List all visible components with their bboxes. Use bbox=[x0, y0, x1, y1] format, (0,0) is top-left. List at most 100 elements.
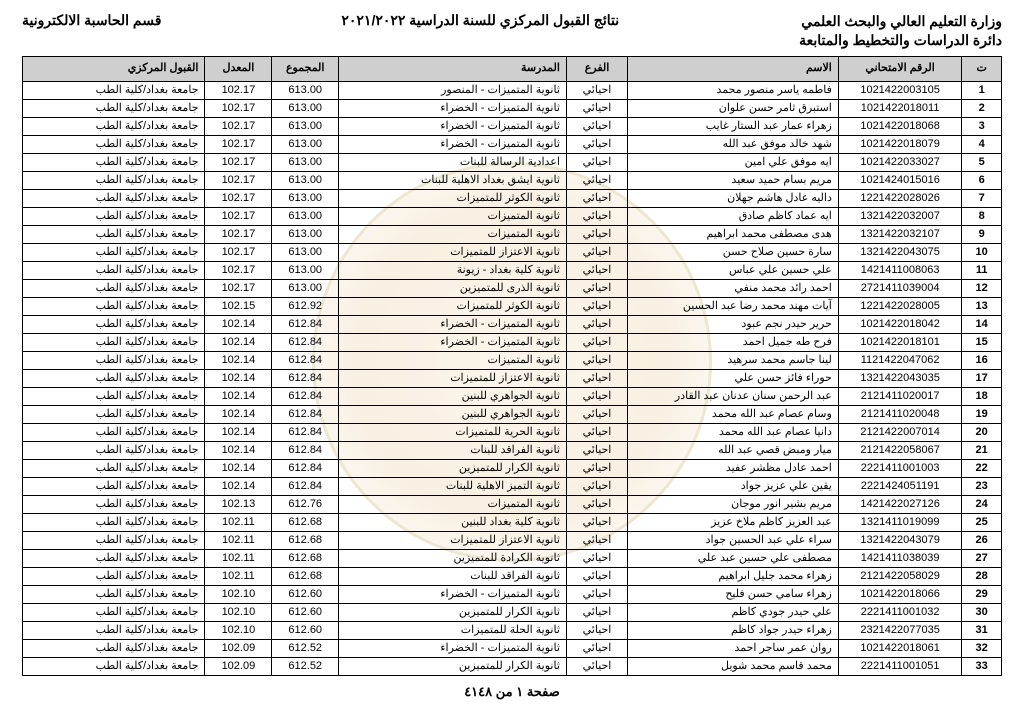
cell-accept: جامعة بغداد/كلية الطب bbox=[23, 153, 205, 171]
cell-index: 14 bbox=[962, 315, 1002, 333]
col-examno: الرقم الامتحاني bbox=[838, 56, 962, 81]
col-avg: المعدل bbox=[205, 56, 272, 81]
cell-index: 12 bbox=[962, 279, 1002, 297]
table-row: 31021422018068زهراء عمار عبد الستار غايب… bbox=[23, 117, 1002, 135]
cell-branch: احيائي bbox=[566, 297, 627, 315]
table-row: 251321411019099عبد العزيز كاظم ملاخ عزيز… bbox=[23, 513, 1002, 531]
table-row: 101321422043075سارة حسين صلاح حسناحيائيث… bbox=[23, 243, 1002, 261]
cell-examno: 1021422018079 bbox=[838, 135, 962, 153]
cell-index: 6 bbox=[962, 171, 1002, 189]
cell-school: ثانوية الحلة للمتميزات bbox=[339, 621, 567, 639]
cell-examno: 1021422018011 bbox=[838, 99, 962, 117]
cell-avg: 102.10 bbox=[205, 621, 272, 639]
cell-avg: 102.09 bbox=[205, 657, 272, 675]
cell-sum: 613.00 bbox=[272, 189, 339, 207]
cell-school: ثانوية المتميزات bbox=[339, 351, 567, 369]
cell-school: ثانوية المتميزات - الخضراء bbox=[339, 585, 567, 603]
cell-branch: احيائي bbox=[566, 495, 627, 513]
cell-avg: 102.17 bbox=[205, 261, 272, 279]
cell-avg: 102.17 bbox=[205, 171, 272, 189]
cell-school: ثانوية الاعتزاز للمتميزات bbox=[339, 243, 567, 261]
cell-accept: جامعة بغداد/كلية الطب bbox=[23, 225, 205, 243]
cell-accept: جامعة بغداد/كلية الطب bbox=[23, 261, 205, 279]
cell-branch: احيائي bbox=[566, 549, 627, 567]
cell-sum: 613.00 bbox=[272, 81, 339, 99]
cell-branch: احيائي bbox=[566, 189, 627, 207]
cell-index: 25 bbox=[962, 513, 1002, 531]
cell-avg: 102.17 bbox=[205, 279, 272, 297]
cell-accept: جامعة بغداد/كلية الطب bbox=[23, 495, 205, 513]
cell-accept: جامعة بغداد/كلية الطب bbox=[23, 243, 205, 261]
cell-index: 10 bbox=[962, 243, 1002, 261]
table-row: 161121422047062لينا جاسم محمد سرهيداحيائ… bbox=[23, 351, 1002, 369]
cell-index: 27 bbox=[962, 549, 1002, 567]
cell-branch: احيائي bbox=[566, 99, 627, 117]
cell-school: ثانوية الكرار للمتميزين bbox=[339, 603, 567, 621]
cell-school: ثانوية المتميزات - الخضراء bbox=[339, 99, 567, 117]
cell-school: ثانوية الذرى للمتميزين bbox=[339, 279, 567, 297]
cell-examno: 2121422007014 bbox=[838, 423, 962, 441]
cell-branch: احيائي bbox=[566, 477, 627, 495]
cell-school: ثانوية الجواهري للبنين bbox=[339, 405, 567, 423]
cell-name: يقين علي عزيز جواد bbox=[628, 477, 839, 495]
cell-accept: جامعة بغداد/كلية الطب bbox=[23, 333, 205, 351]
cell-sum: 612.60 bbox=[272, 585, 339, 603]
cell-name: حوراء فائز حسن علي bbox=[628, 369, 839, 387]
cell-sum: 612.68 bbox=[272, 531, 339, 549]
cell-index: 8 bbox=[962, 207, 1002, 225]
header-title: نتائج القبول المركزي للسنة الدراسية ٢٠٢١… bbox=[161, 12, 799, 29]
cell-name: داليه عادل هاشم جهلان bbox=[628, 189, 839, 207]
table-row: 141021422018042حرير حيدر نجم عبوداحيائيث… bbox=[23, 315, 1002, 333]
cell-examno: 2121411020048 bbox=[838, 405, 962, 423]
cell-school: ثانوية كلية بغداد للبنين bbox=[339, 513, 567, 531]
cell-name: عبد الرحمن سنان عدنان عبد القادر bbox=[628, 387, 839, 405]
col-index: ت bbox=[962, 56, 1002, 81]
cell-sum: 612.84 bbox=[272, 423, 339, 441]
cell-sum: 613.00 bbox=[272, 279, 339, 297]
cell-school: ثانوية المتميزات - الخضراء bbox=[339, 315, 567, 333]
table-row: 192121411020048وسام عصام عبد الله محمداح… bbox=[23, 405, 1002, 423]
table-row: 291021422018066زهراء سامي حسن فليحاحيائي… bbox=[23, 585, 1002, 603]
cell-index: 28 bbox=[962, 567, 1002, 585]
cell-branch: احيائي bbox=[566, 315, 627, 333]
cell-sum: 612.52 bbox=[272, 657, 339, 675]
cell-accept: جامعة بغداد/كلية الطب bbox=[23, 441, 205, 459]
results-table: ت الرقم الامتحاني الاسم الفرع المدرسة ال… bbox=[22, 56, 1002, 676]
cell-examno: 2221411001051 bbox=[838, 657, 962, 675]
table-row: 202121422007014دانيا عصام عبد الله محمدا… bbox=[23, 423, 1002, 441]
cell-examno: 1021424015016 bbox=[838, 171, 962, 189]
cell-accept: جامعة بغداد/كلية الطب bbox=[23, 531, 205, 549]
cell-avg: 102.10 bbox=[205, 585, 272, 603]
cell-school: ثانوية المتميزات bbox=[339, 207, 567, 225]
cell-examno: 1321422043079 bbox=[838, 531, 962, 549]
cell-sum: 612.60 bbox=[272, 621, 339, 639]
cell-examno: 2221411001032 bbox=[838, 603, 962, 621]
cell-name: زهراء محمد جليل ابراهيم bbox=[628, 567, 839, 585]
cell-accept: جامعة بغداد/كلية الطب bbox=[23, 639, 205, 657]
cell-sum: 612.68 bbox=[272, 567, 339, 585]
page-header: وزارة التعليم العالي والبحث العلمي دائرة… bbox=[22, 12, 1002, 50]
cell-school: ثانوية المتميزات bbox=[339, 225, 567, 243]
cell-accept: جامعة بغداد/كلية الطب bbox=[23, 171, 205, 189]
cell-examno: 2121411020017 bbox=[838, 387, 962, 405]
cell-examno: 2321422077035 bbox=[838, 621, 962, 639]
cell-avg: 102.17 bbox=[205, 207, 272, 225]
cell-avg: 102.09 bbox=[205, 639, 272, 657]
cell-examno: 1121422047062 bbox=[838, 351, 962, 369]
cell-branch: احيائي bbox=[566, 261, 627, 279]
cell-index: 7 bbox=[962, 189, 1002, 207]
table-row: 302221411001032علي حيدر جودي كاظماحيائيث… bbox=[23, 603, 1002, 621]
table-row: 41021422018079شهد خالد موفق عبد اللهاحيا… bbox=[23, 135, 1002, 153]
cell-accept: جامعة بغداد/كلية الطب bbox=[23, 513, 205, 531]
cell-sum: 613.00 bbox=[272, 99, 339, 117]
cell-sum: 612.84 bbox=[272, 405, 339, 423]
cell-branch: احيائي bbox=[566, 657, 627, 675]
cell-index: 32 bbox=[962, 639, 1002, 657]
table-row: 222221411001003احمد عادل مظشر عفيداحيائي… bbox=[23, 459, 1002, 477]
cell-examno: 1321411019099 bbox=[838, 513, 962, 531]
cell-accept: جامعة بغداد/كلية الطب bbox=[23, 315, 205, 333]
cell-examno: 1021422033027 bbox=[838, 153, 962, 171]
header-left: قسم الحاسبة الالكترونية bbox=[22, 12, 161, 29]
cell-index: 33 bbox=[962, 657, 1002, 675]
cell-school: ثانوية المتميزات - الخضراء bbox=[339, 135, 567, 153]
